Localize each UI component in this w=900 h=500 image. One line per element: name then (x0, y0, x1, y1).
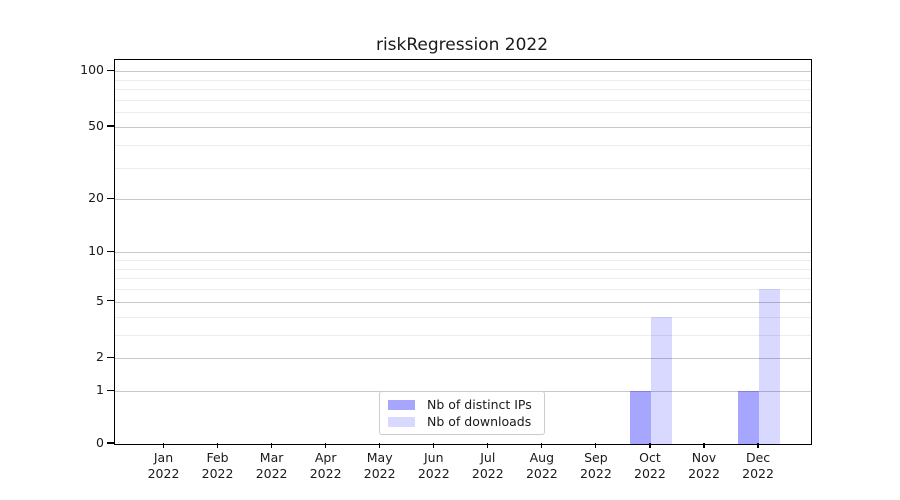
gridline-minor (115, 334, 811, 336)
y-tick (107, 356, 114, 358)
y-tick (107, 69, 114, 71)
gridline-minor (115, 144, 811, 146)
y-tick-label: 1 (96, 382, 104, 398)
legend-label: Nb of downloads (427, 414, 532, 429)
bar-distinct-ips (629, 391, 651, 444)
x-tick (649, 443, 651, 448)
plot-area: Nb of distinct IPs Nb of downloads (114, 59, 812, 445)
y-tick-label: 10 (88, 243, 104, 259)
x-tick (757, 443, 759, 448)
x-tick (271, 443, 273, 448)
legend-swatch-distinct-ips (388, 399, 415, 410)
gridline-minor (115, 99, 811, 101)
chart-title: riskRegression 2022 (375, 35, 549, 55)
gridline-major (115, 126, 811, 128)
x-tick-label: Jul 2022 (471, 450, 504, 481)
gridline-minor (115, 260, 811, 261)
gridline-major (115, 71, 811, 73)
y-tick (107, 389, 114, 391)
x-tick (703, 443, 705, 448)
legend-label: Nb of distinct IPs (427, 397, 532, 412)
legend-item-downloads: Nb of downloads (388, 413, 536, 430)
legend-item-distinct-ips: Nb of distinct IPs (388, 396, 536, 413)
x-tick-label: Jan 2022 (147, 450, 180, 481)
x-tick-label: Dec 2022 (742, 450, 774, 481)
gridline-minor (115, 278, 811, 280)
x-tick (379, 443, 381, 448)
gridline-minor (115, 268, 811, 270)
y-tick-label: 20 (88, 190, 104, 206)
x-tick (162, 443, 165, 448)
x-tick-label: Jun 2022 (417, 450, 450, 481)
y-tick-label: 0 (96, 435, 104, 450)
y-tick (107, 125, 114, 127)
gridline-minor (115, 79, 811, 81)
x-tick (216, 443, 219, 448)
x-tick-label: Feb 2022 (201, 450, 234, 481)
gridline-major (115, 358, 811, 360)
y-tick (107, 250, 114, 252)
x-tick-label: Oct 2022 (634, 450, 666, 481)
y-tick-label: 5 (96, 292, 104, 308)
gridline-minor (115, 167, 811, 169)
gridline-major (115, 301, 811, 303)
gridline-minor (115, 316, 811, 318)
y-tick (107, 197, 114, 199)
gridline-major (115, 199, 811, 201)
gridline-major (115, 252, 811, 254)
gridline-minor (115, 289, 811, 291)
y-tick (107, 300, 114, 302)
y-tick (107, 442, 114, 444)
x-tick-label: May 2022 (363, 450, 396, 481)
x-tick (487, 443, 489, 448)
y-tick-label: 50 (88, 117, 104, 133)
legend: Nb of distinct IPs Nb of downloads (379, 391, 545, 435)
x-tick-label: Sep 2022 (579, 450, 612, 481)
x-tick-label: Aug 2022 (525, 450, 558, 481)
x-tick (325, 443, 327, 448)
x-tick-label: Apr 2022 (309, 450, 342, 481)
y-tick-label: 2 (96, 349, 104, 365)
bar-downloads (759, 289, 781, 444)
bar-downloads (650, 316, 672, 444)
bar-distinct-ips (738, 391, 760, 444)
gridline-minor (115, 112, 811, 114)
y-tick-label: 100 (80, 62, 104, 78)
x-tick (433, 443, 435, 448)
x-tick-label: Mar 2022 (255, 450, 288, 481)
legend-swatch-downloads (388, 416, 415, 427)
gridline-minor (115, 89, 811, 91)
x-tick-label: Nov 2022 (688, 450, 720, 481)
x-tick (541, 443, 543, 448)
x-tick (595, 443, 597, 448)
